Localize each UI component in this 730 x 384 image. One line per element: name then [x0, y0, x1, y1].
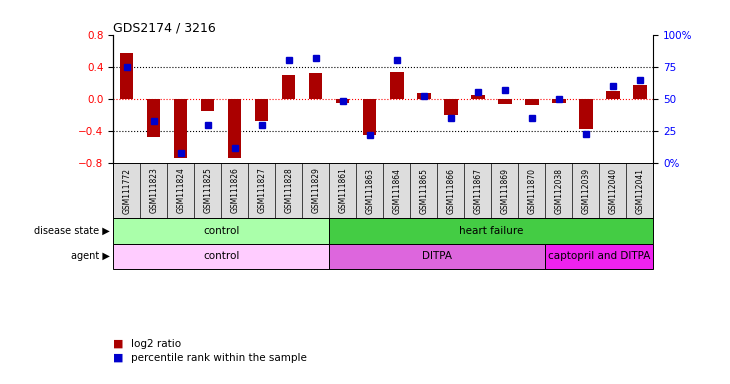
- Text: GSM111869: GSM111869: [500, 167, 510, 214]
- Bar: [444, 99, 458, 115]
- Text: log2 ratio: log2 ratio: [131, 339, 182, 349]
- Bar: [147, 99, 161, 137]
- Bar: [329, 218, 653, 243]
- Bar: [525, 99, 539, 105]
- Text: GSM111826: GSM111826: [230, 167, 239, 214]
- Bar: [363, 99, 377, 135]
- Text: agent ▶: agent ▶: [71, 251, 110, 261]
- Text: DITPA: DITPA: [422, 251, 453, 261]
- Text: GSM111823: GSM111823: [149, 167, 158, 214]
- Text: GSM111864: GSM111864: [392, 167, 402, 214]
- Bar: [120, 53, 134, 99]
- Bar: [336, 99, 350, 103]
- Bar: [471, 95, 485, 99]
- Bar: [228, 99, 242, 157]
- Bar: [545, 243, 653, 269]
- Text: GSM111772: GSM111772: [122, 167, 131, 214]
- Text: control: control: [203, 226, 239, 236]
- Bar: [255, 99, 269, 121]
- Text: GSM111870: GSM111870: [527, 167, 537, 214]
- Bar: [282, 75, 296, 99]
- Bar: [579, 99, 593, 129]
- Text: ■: ■: [113, 353, 123, 363]
- Text: control: control: [203, 251, 239, 261]
- Text: GSM111827: GSM111827: [257, 167, 266, 214]
- Text: GSM111861: GSM111861: [338, 167, 347, 214]
- Text: GSM112040: GSM112040: [608, 167, 618, 214]
- Text: GSM111866: GSM111866: [446, 167, 456, 214]
- Text: GSM111865: GSM111865: [419, 167, 429, 214]
- Text: ■: ■: [113, 339, 123, 349]
- Text: captopril and DITPA: captopril and DITPA: [548, 251, 650, 261]
- Text: GSM111825: GSM111825: [203, 167, 212, 214]
- Bar: [309, 73, 323, 99]
- Text: percentile rank within the sample: percentile rank within the sample: [131, 353, 307, 363]
- Text: GSM112039: GSM112039: [581, 167, 591, 214]
- Text: GSM111863: GSM111863: [365, 167, 374, 214]
- Text: GSM111824: GSM111824: [176, 167, 185, 214]
- Text: GSM112041: GSM112041: [635, 167, 645, 214]
- Bar: [498, 99, 512, 104]
- Text: GSM111867: GSM111867: [473, 167, 483, 214]
- Bar: [417, 93, 431, 99]
- Bar: [606, 91, 620, 99]
- Bar: [329, 243, 545, 269]
- Bar: [390, 72, 404, 99]
- Bar: [552, 99, 566, 103]
- Bar: [113, 218, 329, 243]
- Text: heart failure: heart failure: [459, 226, 523, 236]
- Bar: [113, 243, 329, 269]
- Text: GSM111829: GSM111829: [311, 167, 320, 214]
- Text: GDS2174 / 3216: GDS2174 / 3216: [113, 22, 216, 35]
- Text: disease state ▶: disease state ▶: [34, 226, 110, 236]
- Bar: [633, 85, 647, 99]
- Text: GSM111828: GSM111828: [284, 167, 293, 214]
- Text: GSM112038: GSM112038: [554, 167, 564, 214]
- Bar: [201, 99, 215, 111]
- Bar: [174, 99, 188, 157]
